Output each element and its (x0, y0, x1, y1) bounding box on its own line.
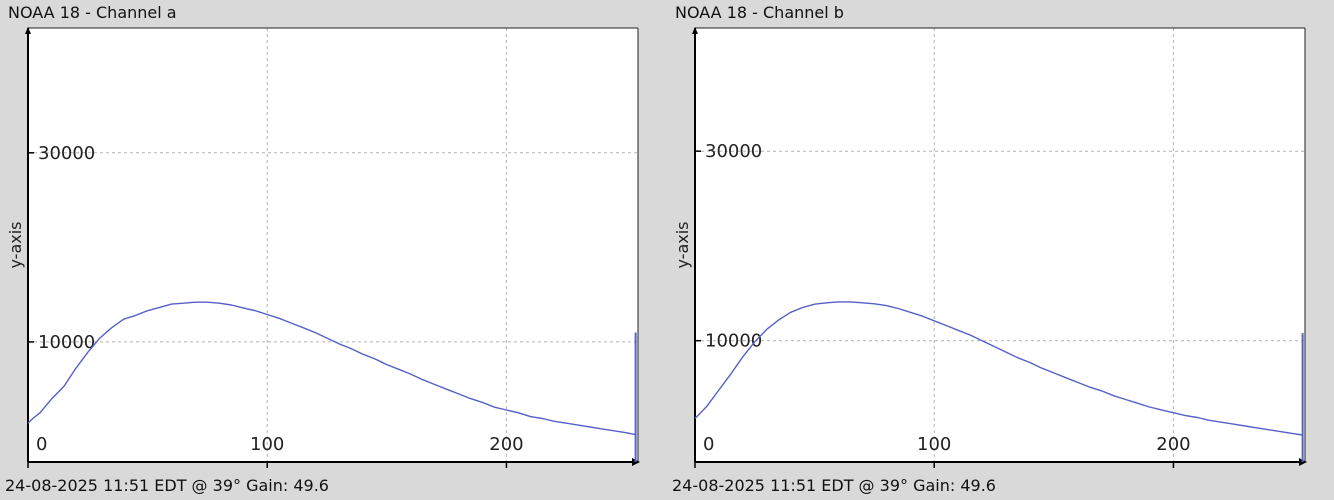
x-tick-label: 100 (250, 434, 284, 455)
chart-footer: 24-08-2025 11:51 EDT @ 39° Gain: 49.6 (672, 476, 996, 495)
chart-title: NOAA 18 - Channel a (8, 3, 177, 22)
line-chart: 0 100 200 10000 30000 y-axis (6, 27, 640, 468)
chart-title: NOAA 18 - Channel b (675, 3, 844, 22)
y-tick-label: 30000 (38, 143, 95, 164)
chart-panel-channel-a: NOAA 18 - Channel a 0 100 200 10000 30000 y-a… (5, 3, 640, 495)
y-tick-label: 10000 (38, 332, 95, 353)
y-tick-label: 10000 (705, 331, 762, 352)
x-tick-label: 0 (703, 434, 714, 455)
y-axis-label: y-axis (6, 221, 25, 268)
plot-area (28, 28, 638, 462)
chart-panel-channel-b: NOAA 18 - Channel b 0 100 200 10000 30000 y-a… (667, 0, 1334, 500)
x-tick-label: 200 (489, 434, 523, 455)
plot-area (695, 28, 1305, 462)
y-axis-arrow (25, 27, 31, 34)
x-tick-label: 100 (917, 434, 951, 455)
y-axis-arrow (692, 27, 698, 34)
series-line (694, 301, 1303, 436)
x-tick-label: 0 (36, 434, 47, 455)
y-tick-label: 30000 (705, 141, 762, 162)
series-line (27, 301, 636, 436)
line-chart: 0 100 200 10000 30000 y-axis (673, 27, 1307, 468)
chart-footer: 24-08-2025 11:51 EDT @ 39° Gain: 49.6 (5, 476, 329, 495)
y-axis-label: y-axis (673, 221, 692, 268)
x-tick-label: 200 (1156, 434, 1190, 455)
